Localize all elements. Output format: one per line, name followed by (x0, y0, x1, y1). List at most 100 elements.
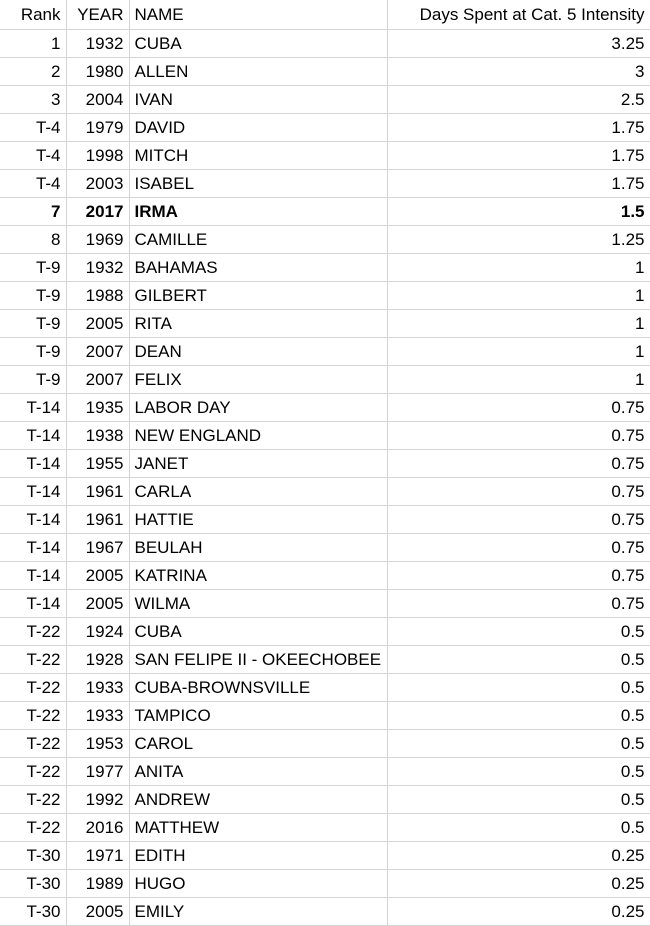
cell-days[interactable]: 1 (387, 309, 650, 338)
cell-rank[interactable]: T-9 (0, 253, 67, 282)
cell-name[interactable]: EMILY (129, 897, 388, 926)
cell-rank[interactable]: T-30 (0, 897, 67, 926)
cell-rank[interactable]: T-4 (0, 141, 67, 170)
cell-rank[interactable]: T-22 (0, 785, 67, 814)
cell-days[interactable]: 1.75 (387, 141, 650, 170)
cell-rank[interactable]: T-14 (0, 393, 67, 422)
cell-name[interactable]: MATTHEW (129, 813, 388, 842)
cell-name[interactable]: CUBA (129, 617, 388, 646)
cell-year[interactable]: 2007 (66, 337, 130, 366)
cell-year[interactable]: 1989 (66, 869, 130, 898)
cell-name[interactable]: ALLEN (129, 57, 388, 86)
header-cell-name[interactable]: NAME (129, 0, 388, 30)
cell-days[interactable]: 1 (387, 253, 650, 282)
cell-year[interactable]: 1980 (66, 57, 130, 86)
cell-name[interactable]: LABOR DAY (129, 393, 388, 422)
cell-rank[interactable]: T-30 (0, 841, 67, 870)
cell-days[interactable]: 0.75 (387, 477, 650, 506)
cell-days[interactable]: 0.75 (387, 449, 650, 478)
cell-name[interactable]: CUBA (129, 29, 388, 58)
cell-days[interactable]: 0.5 (387, 673, 650, 702)
cell-year[interactable]: 2016 (66, 813, 130, 842)
cell-rank[interactable]: 8 (0, 225, 67, 254)
cell-rank[interactable]: T-22 (0, 617, 67, 646)
cell-days[interactable]: 0.75 (387, 589, 650, 618)
cell-name[interactable]: BAHAMAS (129, 253, 388, 282)
cell-name[interactable]: CARLA (129, 477, 388, 506)
cell-days[interactable]: 0.25 (387, 841, 650, 870)
cell-days[interactable]: 0.5 (387, 617, 650, 646)
cell-name[interactable]: ISABEL (129, 169, 388, 198)
cell-rank[interactable]: T-22 (0, 701, 67, 730)
cell-days[interactable]: 1.5 (387, 197, 650, 226)
cell-days[interactable]: 0.75 (387, 393, 650, 422)
cell-year[interactable]: 1953 (66, 729, 130, 758)
cell-name[interactable]: MITCH (129, 141, 388, 170)
cell-year[interactable]: 1932 (66, 253, 130, 282)
cell-year[interactable]: 2004 (66, 85, 130, 114)
cell-name[interactable]: HUGO (129, 869, 388, 898)
cell-year[interactable]: 1955 (66, 449, 130, 478)
cell-days[interactable]: 0.25 (387, 897, 650, 926)
cell-year[interactable]: 2005 (66, 561, 130, 590)
cell-days[interactable]: 0.25 (387, 869, 650, 898)
cell-days[interactable]: 3.25 (387, 29, 650, 58)
cell-year[interactable]: 2005 (66, 309, 130, 338)
cell-name[interactable]: RITA (129, 309, 388, 338)
cell-rank[interactable]: 2 (0, 57, 67, 86)
cell-rank[interactable]: T-22 (0, 673, 67, 702)
cell-year[interactable]: 2005 (66, 897, 130, 926)
cell-year[interactable]: 1924 (66, 617, 130, 646)
cell-name[interactable]: DAVID (129, 113, 388, 142)
cell-rank[interactable]: T-14 (0, 589, 67, 618)
cell-rank[interactable]: T-9 (0, 281, 67, 310)
cell-days[interactable]: 0.75 (387, 561, 650, 590)
cell-name[interactable]: WILMA (129, 589, 388, 618)
cell-days[interactable]: 2.5 (387, 85, 650, 114)
cell-year[interactable]: 1971 (66, 841, 130, 870)
cell-rank[interactable]: T-14 (0, 561, 67, 590)
cell-days[interactable]: 1 (387, 281, 650, 310)
cell-rank[interactable]: T-14 (0, 449, 67, 478)
cell-year[interactable]: 1933 (66, 673, 130, 702)
cell-year[interactable]: 2007 (66, 365, 130, 394)
cell-name[interactable]: CAMILLE (129, 225, 388, 254)
cell-days[interactable]: 0.5 (387, 729, 650, 758)
cell-name[interactable]: IVAN (129, 85, 388, 114)
cell-rank[interactable]: T-22 (0, 729, 67, 758)
cell-rank[interactable]: T-9 (0, 337, 67, 366)
cell-year[interactable]: 1979 (66, 113, 130, 142)
cell-days[interactable]: 1.25 (387, 225, 650, 254)
cell-days[interactable]: 0.75 (387, 533, 650, 562)
cell-name[interactable]: IRMA (129, 197, 388, 226)
cell-year[interactable]: 1933 (66, 701, 130, 730)
cell-rank[interactable]: T-22 (0, 813, 67, 842)
cell-days[interactable]: 1.75 (387, 113, 650, 142)
cell-rank[interactable]: T-14 (0, 533, 67, 562)
cell-name[interactable]: KATRINA (129, 561, 388, 590)
cell-days[interactable]: 0.5 (387, 645, 650, 674)
header-cell-rank[interactable]: Rank (0, 0, 67, 30)
cell-name[interactable]: TAMPICO (129, 701, 388, 730)
cell-name[interactable]: SAN FELIPE II - OKEECHOBEE (129, 645, 388, 674)
cell-year[interactable]: 1969 (66, 225, 130, 254)
cell-rank[interactable]: T-4 (0, 113, 67, 142)
cell-year[interactable]: 1998 (66, 141, 130, 170)
cell-days[interactable]: 1.75 (387, 169, 650, 198)
cell-rank[interactable]: 1 (0, 29, 67, 58)
cell-days[interactable]: 0.5 (387, 757, 650, 786)
cell-name[interactable]: HATTIE (129, 505, 388, 534)
cell-days[interactable]: 0.75 (387, 505, 650, 534)
cell-rank[interactable]: T-22 (0, 645, 67, 674)
cell-days[interactable]: 1 (387, 365, 650, 394)
cell-name[interactable]: ANDREW (129, 785, 388, 814)
cell-days[interactable]: 0.5 (387, 813, 650, 842)
cell-name[interactable]: DEAN (129, 337, 388, 366)
cell-year[interactable]: 1961 (66, 505, 130, 534)
cell-days[interactable]: 1 (387, 337, 650, 366)
cell-rank[interactable]: T-30 (0, 869, 67, 898)
cell-rank[interactable]: T-9 (0, 309, 67, 338)
cell-rank[interactable]: T-22 (0, 757, 67, 786)
cell-year[interactable]: 2017 (66, 197, 130, 226)
cell-year[interactable]: 1992 (66, 785, 130, 814)
